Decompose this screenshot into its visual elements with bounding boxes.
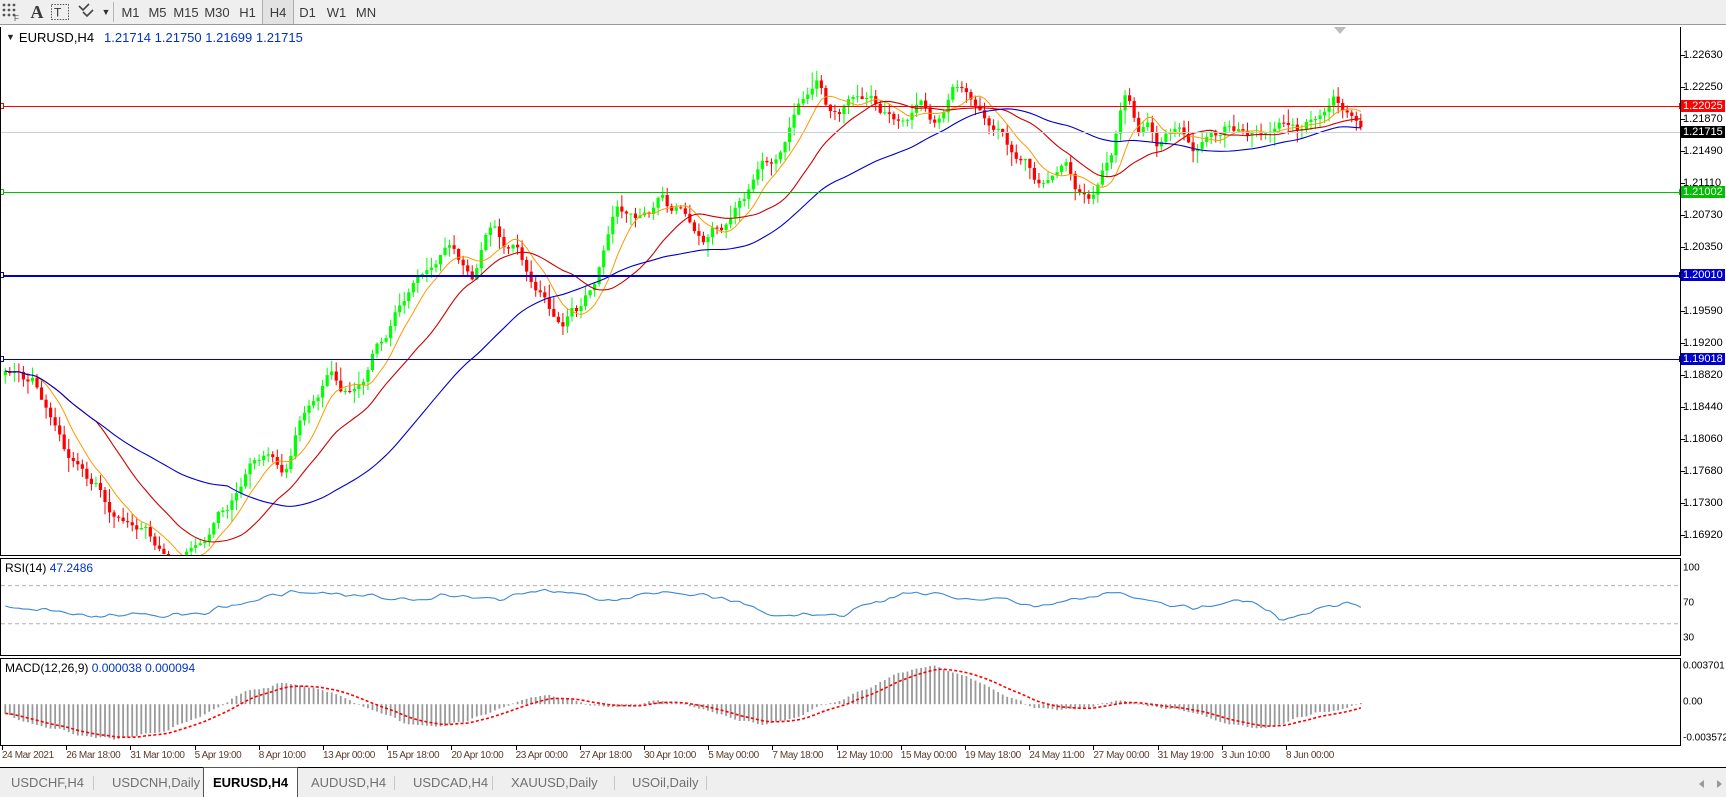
svg-text:F: F (14, 14, 19, 21)
svg-text:T: T (54, 6, 62, 20)
